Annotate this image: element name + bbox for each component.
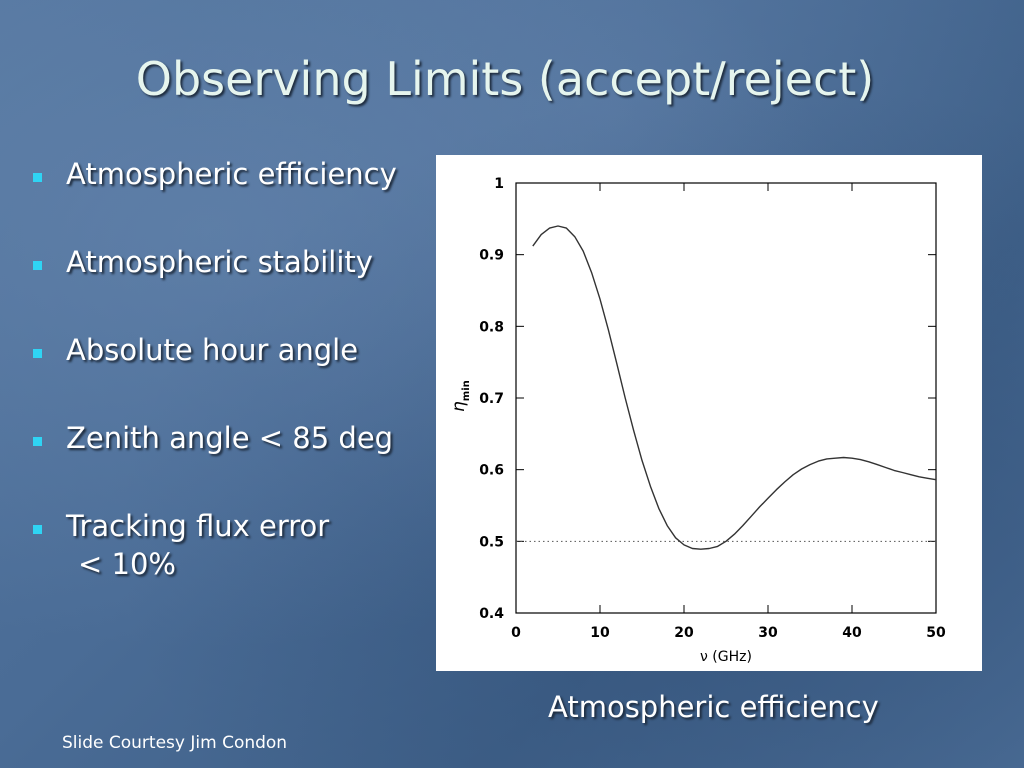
y-tick-label: 0.5 xyxy=(479,534,504,550)
slide-title: Observing Limits (accept/reject) xyxy=(135,52,875,106)
bullet-square-icon xyxy=(33,349,42,358)
x-tick-label: 10 xyxy=(590,625,610,641)
x-axis-label: ν (GHz) xyxy=(700,649,752,665)
bullet-square-icon xyxy=(33,261,42,270)
bullet-square-icon xyxy=(33,437,42,446)
y-axis-label: ηmin xyxy=(449,380,472,412)
chart-caption: Atmospheric efficiency xyxy=(548,690,879,724)
bullet-text: Absolute hour angle xyxy=(66,333,359,367)
bullet-list: Atmospheric efficiency Atmospheric stabi… xyxy=(30,155,397,633)
y-tick-label: 1 xyxy=(494,176,504,192)
slide-credit: Slide Courtesy Jim Condon xyxy=(62,733,288,753)
efficiency-chart: 0 10 20 30 40 50 0.4 0.5 0.6 0.7 0.8 0.9 1 ν (GHz) ηmi… xyxy=(449,176,946,665)
x-tick-label: 0 xyxy=(511,625,521,641)
x-tick-label: 50 xyxy=(926,625,946,641)
bullet-square-icon xyxy=(33,173,42,182)
bullet-item: Zenith angle < 85 deg xyxy=(30,419,397,457)
y-axis-label-subscript: min xyxy=(461,380,472,401)
bullet-item: Atmospheric stability xyxy=(30,243,397,281)
bullet-square-icon xyxy=(33,525,42,534)
bullet-text: Tracking flux error xyxy=(66,509,330,543)
efficiency-line xyxy=(532,225,937,550)
x-tick-label: 30 xyxy=(758,625,778,641)
y-tick-label: 0.4 xyxy=(479,606,504,622)
bullet-text-continuation: < 10% xyxy=(78,547,176,581)
chart-panel: 0 10 20 30 40 50 0.4 0.5 0.6 0.7 0.8 0.9 1 ν (GHz) ηmi… xyxy=(436,155,982,671)
bullet-item: Atmospheric efficiency xyxy=(30,155,397,193)
y-tick-label: 0.7 xyxy=(479,391,504,407)
bullet-item: Absolute hour angle xyxy=(30,331,397,369)
bullet-item: Tracking flux error < 10% xyxy=(30,507,397,583)
y-tick-label: 0.8 xyxy=(479,319,504,335)
y-tick-label: 0.6 xyxy=(479,463,504,479)
bullet-text: Atmospheric efficiency xyxy=(66,157,397,191)
plot-frame xyxy=(515,182,937,614)
bullet-text: Zenith angle < 85 deg xyxy=(66,421,394,455)
x-tick-label: 40 xyxy=(842,625,862,641)
x-tick-label: 20 xyxy=(674,625,694,641)
y-tick-label: 0.9 xyxy=(479,248,504,264)
bullet-text: Atmospheric stability xyxy=(66,245,373,279)
